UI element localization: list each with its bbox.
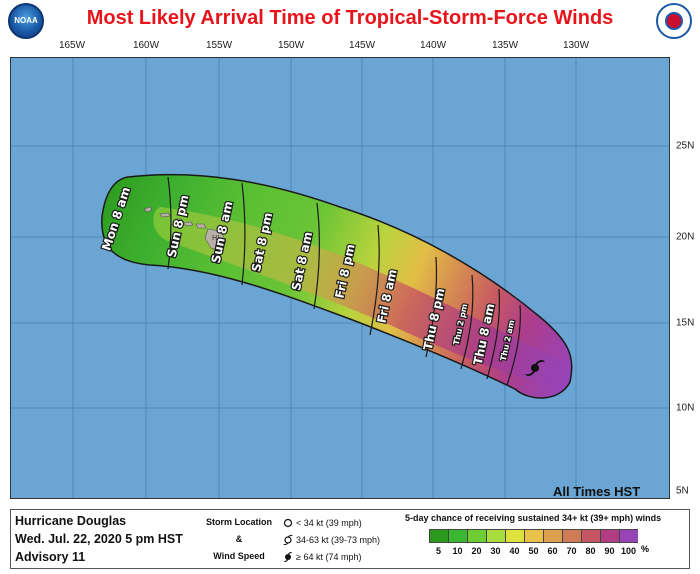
colorbar-swatch xyxy=(505,529,524,543)
colorbar-label: 50 xyxy=(528,546,539,556)
legend-panel: Hurricane Douglas Wed. Jul. 22, 2020 5 p… xyxy=(10,509,690,569)
colorbar-swatch xyxy=(448,529,467,543)
colorbar-cell: 50 xyxy=(524,529,543,556)
colorbar-label: 5 xyxy=(435,546,441,556)
colorbar-label: 30 xyxy=(490,546,501,556)
colorbar-label: 20 xyxy=(471,546,482,556)
longitude-label: 150W xyxy=(277,40,305,51)
open-circle-icon xyxy=(283,518,293,527)
colorbar-cell: 100 xyxy=(619,529,638,556)
island-label: HI xyxy=(212,234,219,242)
storm-location-label: Storm Location xyxy=(205,517,272,527)
colorbar-cell: 90 xyxy=(600,529,619,556)
ampersand: & xyxy=(235,534,243,544)
longitude-label: 140W xyxy=(419,40,447,51)
colorbar-label: 70 xyxy=(566,546,577,556)
speed-row-lt34: < 34 kt (39 mph) xyxy=(283,514,401,531)
probability-legend: 5-day chance of receiving sustained 34+ … xyxy=(405,513,687,556)
colorbar-swatch xyxy=(467,529,486,543)
latitude-label: 20N xyxy=(676,231,695,243)
wind-speed-label: Wind Speed xyxy=(213,551,265,561)
colorbar-label: 10 xyxy=(452,546,463,556)
longitude-label: 130W xyxy=(562,40,590,51)
colorbar-cell: 70 xyxy=(562,529,581,556)
speed-row-34-63: 34-63 kt (39-73 mph) xyxy=(283,531,401,548)
high-probability-core xyxy=(153,207,562,385)
colorbar-cell: 30 xyxy=(486,529,505,556)
latitude-label: 5N xyxy=(676,485,689,497)
colorbar-swatch xyxy=(600,529,619,543)
storm-legend-labels: Storm Location & Wind Speed xyxy=(205,514,273,565)
longitude-label: 165W xyxy=(58,40,86,51)
speed-34-63-label: 34-63 kt (39-73 mph) xyxy=(296,534,381,545)
colorbar-swatch xyxy=(562,529,581,543)
timezone-note: All Times HST xyxy=(553,484,641,499)
colorbar-cell: 10 xyxy=(448,529,467,556)
colorbar-cell: 80 xyxy=(581,529,600,556)
hawaii-islands xyxy=(143,206,227,252)
colorbar-swatch xyxy=(524,529,543,543)
advisory-number: Advisory 11 xyxy=(15,550,86,564)
colorbar-label: 90 xyxy=(604,546,615,556)
colorbar-swatch xyxy=(543,529,562,543)
tropical-storm-icon xyxy=(283,534,293,545)
latitude-label: 25N xyxy=(676,140,695,152)
colorbar-swatch xyxy=(581,529,600,543)
longitude-label: 135W xyxy=(491,40,519,51)
colorbar-label: 80 xyxy=(585,546,596,556)
speed-ge64-label: ≥ 64 kt (74 mph) xyxy=(296,551,362,562)
wind-probability-map: HI Mon 8 am Sun 8 pm Sun 8 am Sat 8 pm S… xyxy=(10,57,670,499)
map-title: Most Likely Arrival Time of Tropical-Sto… xyxy=(86,7,614,29)
colorbar-unit: % xyxy=(641,544,650,554)
colorbar-label: 40 xyxy=(509,546,520,556)
longitude-label: 160W xyxy=(132,40,160,51)
speed-lt34-label: < 34 kt (39 mph) xyxy=(296,517,362,528)
wind-speed-legend: < 34 kt (39 mph) 34-63 kt (39-73 mph) ≥ … xyxy=(283,514,401,565)
storm-name: Hurricane Douglas xyxy=(15,514,127,528)
hurricane-icon xyxy=(284,551,292,562)
colorbar-cell: 60 xyxy=(543,529,562,556)
issue-time: Wed. Jul. 22, 2020 5 pm HST xyxy=(15,532,183,546)
colorbar-cell: 20 xyxy=(467,529,486,556)
colorbar-label: 100 xyxy=(620,546,637,556)
probability-colorbar: 5 10 20 30 40 50 60 70 80 90 100% xyxy=(429,529,687,556)
latitude-label: 10N xyxy=(676,402,695,414)
probability-title: 5-day chance of receiving sustained 34+ … xyxy=(405,513,662,523)
longitude-label: 145W xyxy=(348,40,376,51)
storm-info: Hurricane Douglas Wed. Jul. 22, 2020 5 p… xyxy=(15,512,183,566)
noaa-logo: NOAA xyxy=(8,3,44,39)
speed-row-ge64: ≥ 64 kt (74 mph) xyxy=(283,548,401,565)
hurricane-symbol xyxy=(525,360,545,376)
colorbar-swatch xyxy=(429,529,448,543)
colorbar-cell: 5 xyxy=(429,529,448,556)
colorbar-label: 60 xyxy=(547,546,558,556)
colorbar-swatch xyxy=(619,529,638,543)
longitude-label: 155W xyxy=(205,40,233,51)
colorbar-swatch xyxy=(486,529,505,543)
colorbar-cell: 40 xyxy=(505,529,524,556)
nws-logo xyxy=(656,3,692,39)
isochrone-lines xyxy=(167,176,521,386)
latitude-label: 15N xyxy=(676,317,695,329)
